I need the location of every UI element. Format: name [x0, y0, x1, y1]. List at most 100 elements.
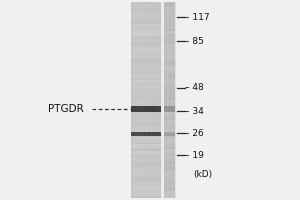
Bar	[164, 56, 175, 58]
Bar	[164, 186, 175, 188]
Bar	[130, 110, 160, 112]
Bar	[130, 49, 160, 51]
Bar	[164, 156, 175, 159]
Bar	[130, 124, 160, 127]
Bar	[130, 186, 160, 188]
Bar	[144, 2, 145, 198]
Text: – 19: – 19	[185, 151, 204, 160]
Bar	[130, 188, 160, 191]
Bar	[164, 105, 175, 107]
Bar	[164, 14, 175, 17]
Bar	[130, 132, 160, 136]
Bar	[133, 132, 134, 136]
Bar	[135, 132, 136, 136]
Bar	[130, 137, 160, 139]
Bar	[164, 196, 175, 198]
Bar	[131, 106, 132, 112]
Bar	[130, 46, 160, 49]
Bar	[130, 75, 160, 78]
Bar	[173, 2, 175, 198]
Bar	[134, 132, 135, 136]
Text: – 34: – 34	[185, 107, 204, 116]
Bar	[140, 2, 141, 198]
Bar	[164, 137, 175, 139]
Bar	[159, 106, 160, 112]
Bar	[142, 132, 143, 136]
Bar	[164, 171, 175, 173]
Bar	[130, 4, 160, 7]
Bar	[159, 132, 160, 136]
Bar	[158, 132, 159, 136]
Bar	[130, 58, 160, 61]
Bar	[164, 19, 175, 22]
Bar	[133, 2, 134, 198]
Bar	[169, 2, 170, 198]
Bar	[164, 95, 175, 98]
Bar	[130, 115, 160, 117]
Bar	[158, 2, 159, 198]
Bar	[164, 36, 175, 39]
Bar	[130, 24, 160, 26]
Bar	[130, 120, 160, 122]
Bar	[152, 106, 153, 112]
Bar	[130, 56, 160, 58]
Bar	[132, 2, 133, 198]
Bar	[130, 100, 160, 102]
Bar	[130, 191, 160, 193]
Bar	[164, 4, 175, 7]
Bar	[164, 66, 175, 68]
Bar	[164, 58, 175, 61]
Bar	[148, 2, 150, 198]
Bar	[164, 26, 175, 29]
Bar	[164, 132, 175, 134]
Bar	[164, 122, 175, 124]
Bar	[130, 122, 160, 124]
Bar	[164, 39, 175, 41]
Bar	[164, 161, 175, 164]
Bar	[164, 78, 175, 80]
Bar	[136, 106, 137, 112]
Bar	[130, 95, 160, 98]
Bar	[164, 2, 166, 198]
Bar	[153, 106, 154, 112]
Bar	[135, 106, 136, 112]
Bar	[130, 88, 160, 90]
Bar	[156, 132, 157, 136]
Bar	[164, 31, 175, 34]
Bar	[157, 132, 158, 136]
Bar	[164, 75, 175, 78]
Bar	[130, 71, 160, 73]
Bar	[164, 83, 175, 85]
Bar	[132, 132, 133, 136]
Bar	[130, 14, 160, 17]
Bar	[137, 132, 138, 136]
Bar	[130, 106, 160, 112]
Text: – 26: – 26	[185, 129, 204, 138]
Bar	[164, 169, 175, 171]
Bar	[153, 132, 154, 136]
Bar	[138, 132, 139, 136]
Bar	[130, 139, 160, 142]
Bar	[164, 93, 175, 95]
Bar	[149, 132, 150, 136]
Bar	[130, 51, 160, 53]
Bar	[154, 132, 155, 136]
Bar	[130, 196, 160, 198]
Bar	[131, 132, 132, 136]
Bar	[164, 191, 175, 193]
Bar	[144, 106, 145, 112]
Bar	[139, 106, 140, 112]
Bar	[164, 90, 175, 93]
Bar	[151, 106, 152, 112]
Bar	[164, 110, 175, 112]
Bar	[164, 46, 175, 49]
Bar	[130, 105, 160, 107]
Bar	[130, 142, 160, 144]
Bar	[164, 22, 175, 24]
Bar	[164, 159, 175, 161]
Bar	[164, 71, 175, 73]
Bar	[153, 2, 154, 198]
Bar	[164, 193, 175, 196]
Bar	[130, 164, 160, 166]
Bar	[164, 147, 175, 149]
